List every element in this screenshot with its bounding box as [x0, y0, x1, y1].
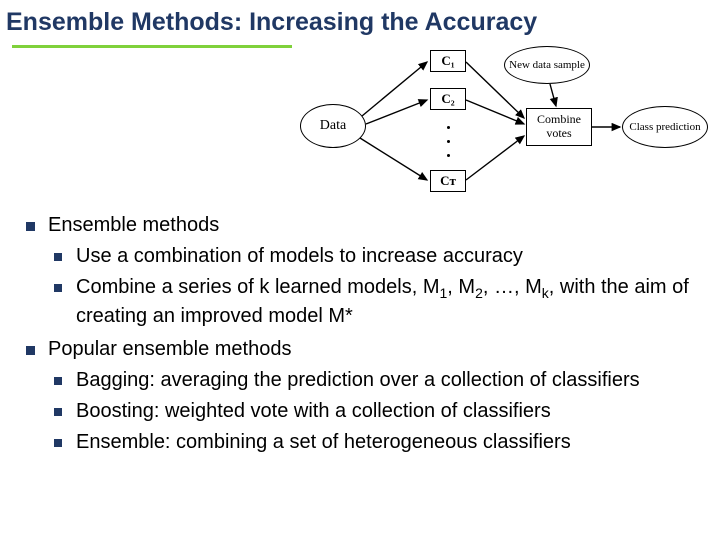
- bullet-level2: Use a combination of models to increase …: [48, 243, 700, 270]
- bullet-level2: Combine a series of k learned models, M1…: [48, 274, 700, 330]
- bullet-level2: Ensemble: combining a set of heterogeneo…: [48, 429, 700, 456]
- diagram-edges: [300, 46, 710, 211]
- slide-title: Ensemble Methods: Increasing the Accurac…: [6, 8, 710, 37]
- slide: Ensemble Methods: Increasing the Accurac…: [0, 0, 720, 540]
- bullet-text: Popular ensemble methods: [48, 338, 291, 360]
- content-area: Ensemble methods Use a combination of mo…: [20, 212, 700, 462]
- bullet-level2: Boosting: weighted vote with a collectio…: [48, 398, 700, 425]
- bullet-text: Bagging: averaging the prediction over a…: [76, 369, 640, 391]
- bullet-text: Combine a series of k learned models, M1…: [76, 276, 689, 327]
- bullet-text: Ensemble methods: [48, 214, 219, 236]
- bullet-level1: Popular ensemble methods Bagging: averag…: [20, 336, 700, 456]
- ensemble-diagram: Data C₁ C₂ Cᴛ New data sample Combine vo…: [300, 46, 710, 211]
- bullet-level1: Ensemble methods Use a combination of mo…: [20, 212, 700, 330]
- bullet-level2: Bagging: averaging the prediction over a…: [48, 367, 700, 394]
- bullet-text: Use a combination of models to increase …: [76, 245, 523, 267]
- title-bar: Ensemble Methods: Increasing the Accurac…: [0, 0, 720, 48]
- bullet-text: Ensemble: combining a set of heterogeneo…: [76, 431, 571, 453]
- title-underline: [12, 45, 292, 48]
- bullet-text: Boosting: weighted vote with a collectio…: [76, 400, 551, 422]
